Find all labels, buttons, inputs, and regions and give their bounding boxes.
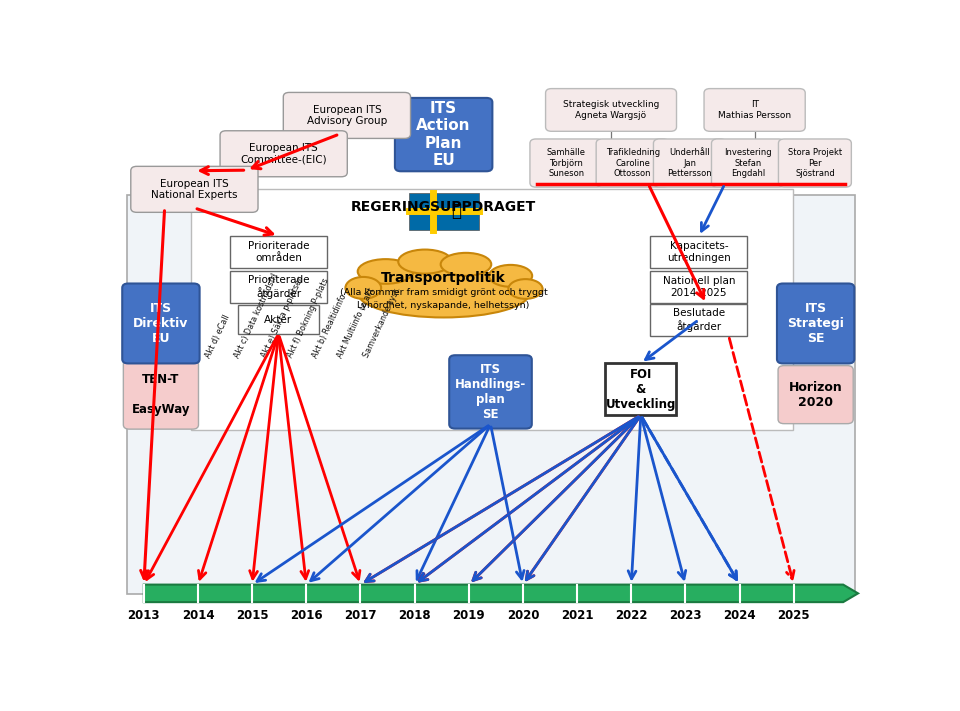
Text: Kapacitets-
utredningen: Kapacitets- utredningen xyxy=(667,242,731,263)
Text: TEN-T

EasyWay: TEN-T EasyWay xyxy=(132,373,190,416)
FancyBboxPatch shape xyxy=(131,166,258,213)
Text: 2017: 2017 xyxy=(345,609,376,621)
Text: Trafikledning
Caroline
Ottosson: Trafikledning Caroline Ottosson xyxy=(606,148,660,178)
FancyBboxPatch shape xyxy=(395,98,492,171)
Text: 2015: 2015 xyxy=(236,609,269,621)
Text: 2018: 2018 xyxy=(398,609,431,621)
Text: 2025: 2025 xyxy=(778,609,810,621)
Text: Samhälle
Torbjörn
Suneson: Samhälle Torbjörn Suneson xyxy=(547,148,586,178)
Text: 2013: 2013 xyxy=(128,609,160,621)
Text: 2022: 2022 xyxy=(615,609,648,621)
Text: Underhåll
Jan
Pettersson: Underhåll Jan Pettersson xyxy=(667,148,712,178)
Text: European ITS
Advisory Group: European ITS Advisory Group xyxy=(307,105,387,127)
FancyBboxPatch shape xyxy=(704,89,805,132)
FancyBboxPatch shape xyxy=(596,139,669,187)
Text: Akt f) Bokning P-plats: Akt f) Bokning P-plats xyxy=(286,277,330,359)
Ellipse shape xyxy=(358,269,529,317)
Text: Prioriterade
områden: Prioriterade områden xyxy=(248,242,309,263)
Text: European ITS
Committee-(EIC): European ITS Committee-(EIC) xyxy=(240,143,327,164)
FancyBboxPatch shape xyxy=(778,365,853,424)
Text: 2021: 2021 xyxy=(561,609,593,621)
Text: Stora Projekt
Per
Sjöstrand: Stora Projekt Per Sjöstrand xyxy=(788,148,842,178)
FancyArrow shape xyxy=(144,584,858,602)
FancyBboxPatch shape xyxy=(220,131,348,177)
Text: (Alla kommer fram smidigt grönt och tryggt: (Alla kommer fram smidigt grönt och tryg… xyxy=(340,288,547,296)
Bar xyxy=(651,237,747,268)
Text: Horizon
2020: Horizon 2020 xyxy=(789,380,843,409)
Text: Akt e) Säkra p-platser: Akt e) Säkra p-platser xyxy=(260,275,305,359)
Ellipse shape xyxy=(509,279,542,299)
Text: 2014: 2014 xyxy=(181,609,214,621)
Text: REGERINGSUPPDRAGET: REGERINGSUPPDRAGET xyxy=(351,200,537,214)
Ellipse shape xyxy=(358,259,414,284)
FancyBboxPatch shape xyxy=(654,139,727,187)
Ellipse shape xyxy=(398,250,452,274)
FancyBboxPatch shape xyxy=(123,360,199,429)
Bar xyxy=(191,189,793,430)
Text: Nationell plan
2014-2025: Nationell plan 2014-2025 xyxy=(662,276,735,298)
FancyBboxPatch shape xyxy=(711,139,784,187)
Text: IT
Mathias Persson: IT Mathias Persson xyxy=(718,100,791,119)
Text: European ITS
National Experts: European ITS National Experts xyxy=(151,178,238,200)
FancyBboxPatch shape xyxy=(449,356,532,429)
Text: ITS
Handlings-
plan
SE: ITS Handlings- plan SE xyxy=(455,363,526,421)
Text: Akt Multiinfo (e akt: Akt Multiinfo (e akt xyxy=(336,286,376,359)
Text: Samverkande syst.: Samverkande syst. xyxy=(362,285,402,359)
Text: Beslutade
åtgärder: Beslutade åtgärder xyxy=(673,308,725,331)
Text: Lyhördhet, nyskapande, helhetssyn): Lyhördhet, nyskapande, helhetssyn) xyxy=(357,301,530,310)
FancyBboxPatch shape xyxy=(545,89,677,132)
Bar xyxy=(238,306,319,334)
Text: Investering
Stefan
Engdahl: Investering Stefan Engdahl xyxy=(724,148,772,178)
Text: 🏛: 🏛 xyxy=(451,202,461,220)
FancyBboxPatch shape xyxy=(779,139,852,187)
FancyBboxPatch shape xyxy=(530,139,603,187)
Text: Akt c) Data kostnadsfrI: Akt c) Data kostnadsfrI xyxy=(233,272,280,359)
FancyBboxPatch shape xyxy=(777,284,854,363)
Bar xyxy=(651,271,747,303)
Text: ITS
Strategi
SE: ITS Strategi SE xyxy=(787,302,844,345)
Text: ITS
Action
Plan
EU: ITS Action Plan EU xyxy=(417,101,471,169)
Text: FOI
&
Utveckling: FOI & Utveckling xyxy=(606,368,676,411)
Text: Akt d) eCall: Akt d) eCall xyxy=(204,313,231,359)
FancyBboxPatch shape xyxy=(122,284,200,363)
Bar xyxy=(651,304,747,336)
Text: Prioriterade
åtgärder: Prioriterade åtgärder xyxy=(248,275,309,299)
Bar xyxy=(409,193,479,230)
Text: 2019: 2019 xyxy=(452,609,485,621)
Text: Strategisk utveckling
Agneta Wargsjö: Strategisk utveckling Agneta Wargsjö xyxy=(563,100,660,119)
Bar xyxy=(128,195,855,594)
Bar xyxy=(230,237,326,268)
Text: 2016: 2016 xyxy=(290,609,323,621)
Text: 2020: 2020 xyxy=(507,609,540,621)
Text: Akt b) Realtidinfo: Akt b) Realtidinfo xyxy=(311,292,348,359)
Text: 2024: 2024 xyxy=(723,609,756,621)
Bar xyxy=(606,363,676,415)
Text: Akter: Akter xyxy=(264,315,293,325)
Ellipse shape xyxy=(489,265,532,287)
Bar xyxy=(230,271,326,303)
Text: 2023: 2023 xyxy=(669,609,702,621)
FancyBboxPatch shape xyxy=(283,92,411,139)
Ellipse shape xyxy=(441,253,492,276)
Text: ITS
Direktiv
EU: ITS Direktiv EU xyxy=(133,302,188,345)
Ellipse shape xyxy=(346,277,381,299)
Text: Transportpolitik: Transportpolitik xyxy=(381,271,506,285)
